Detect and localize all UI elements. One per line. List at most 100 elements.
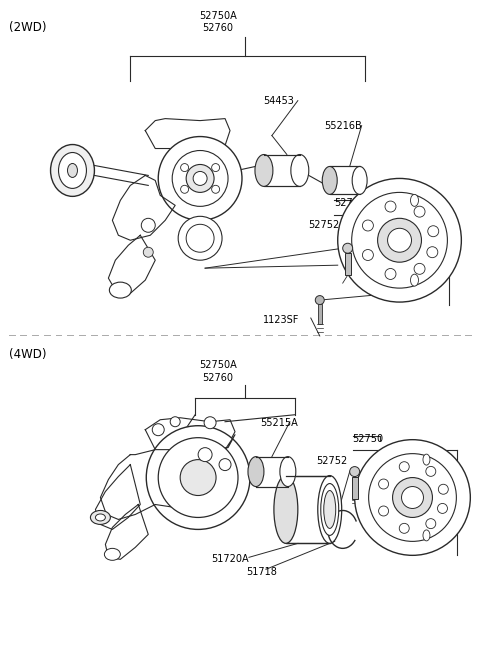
Text: (4WD): (4WD) [9, 348, 46, 361]
Circle shape [355, 440, 470, 555]
Ellipse shape [50, 145, 95, 196]
Polygon shape [145, 119, 230, 149]
Circle shape [212, 185, 220, 193]
Text: 55215A: 55215A [260, 418, 298, 428]
Circle shape [204, 417, 216, 429]
Bar [256, 457, 288, 487]
Circle shape [212, 164, 220, 172]
Circle shape [402, 487, 423, 508]
Polygon shape [100, 435, 235, 519]
Text: 51720A: 51720A [211, 554, 249, 565]
Circle shape [193, 172, 207, 185]
Text: 55216B: 55216B [324, 121, 361, 130]
Text: 52730A: 52730A [334, 198, 372, 208]
Circle shape [170, 417, 180, 426]
Circle shape [146, 426, 250, 529]
Ellipse shape [322, 166, 337, 195]
Ellipse shape [280, 457, 296, 487]
Circle shape [186, 224, 214, 252]
Circle shape [198, 447, 212, 462]
Circle shape [426, 519, 436, 529]
Circle shape [362, 220, 373, 231]
Ellipse shape [96, 514, 106, 521]
Ellipse shape [410, 274, 419, 286]
Ellipse shape [321, 483, 339, 535]
Circle shape [426, 466, 436, 476]
Ellipse shape [350, 466, 360, 477]
Circle shape [393, 477, 432, 517]
Circle shape [414, 263, 425, 274]
Bar [352, 477, 358, 498]
Bar [345, 253, 351, 275]
Ellipse shape [109, 282, 132, 298]
Ellipse shape [318, 476, 342, 544]
Circle shape [387, 229, 411, 252]
Ellipse shape [324, 491, 336, 529]
Text: 52752: 52752 [316, 456, 347, 466]
Ellipse shape [354, 208, 376, 272]
Text: 52760: 52760 [202, 23, 233, 33]
Circle shape [379, 479, 389, 489]
Ellipse shape [423, 454, 430, 465]
Ellipse shape [376, 477, 385, 519]
Bar [318, 304, 322, 324]
Bar [330, 166, 360, 195]
Text: 54453: 54453 [263, 96, 294, 105]
Circle shape [158, 438, 238, 517]
Ellipse shape [410, 195, 419, 206]
Ellipse shape [274, 476, 298, 544]
Ellipse shape [423, 530, 430, 541]
Circle shape [399, 462, 409, 472]
Circle shape [427, 247, 438, 257]
Ellipse shape [343, 243, 353, 253]
Circle shape [186, 164, 214, 193]
Ellipse shape [59, 153, 86, 189]
Circle shape [369, 454, 456, 542]
Ellipse shape [68, 164, 77, 178]
Bar [264, 155, 300, 187]
Circle shape [180, 164, 189, 172]
Circle shape [152, 424, 164, 436]
Circle shape [378, 218, 421, 262]
Circle shape [414, 206, 425, 217]
Circle shape [178, 216, 222, 260]
Ellipse shape [248, 457, 264, 487]
Circle shape [158, 136, 242, 220]
Ellipse shape [255, 155, 273, 187]
Circle shape [141, 218, 155, 233]
Ellipse shape [359, 218, 371, 263]
Text: 51718: 51718 [246, 567, 277, 577]
Circle shape [338, 178, 461, 302]
Circle shape [437, 504, 447, 514]
Ellipse shape [90, 510, 110, 525]
Polygon shape [106, 504, 148, 559]
Polygon shape [112, 176, 175, 240]
Text: 52750: 52750 [353, 434, 384, 443]
Ellipse shape [315, 295, 324, 305]
Polygon shape [145, 418, 235, 449]
Circle shape [362, 250, 373, 261]
Text: 52750A: 52750A [199, 360, 237, 370]
Text: 52760: 52760 [202, 373, 233, 383]
Circle shape [144, 247, 153, 257]
Ellipse shape [371, 466, 391, 529]
Circle shape [385, 201, 396, 212]
Circle shape [172, 151, 228, 206]
Polygon shape [108, 235, 155, 295]
Circle shape [438, 484, 448, 495]
Circle shape [219, 458, 231, 470]
Ellipse shape [104, 548, 120, 560]
Circle shape [180, 460, 216, 496]
Ellipse shape [291, 155, 309, 187]
Text: (2WD): (2WD) [9, 21, 46, 34]
Text: 1123SF: 1123SF [263, 315, 299, 325]
Circle shape [180, 185, 189, 193]
Text: 52752: 52752 [308, 220, 339, 231]
Circle shape [399, 523, 409, 533]
Ellipse shape [352, 166, 367, 195]
Circle shape [352, 193, 447, 288]
Bar [286, 476, 330, 544]
Circle shape [428, 226, 439, 236]
Polygon shape [96, 464, 140, 529]
Circle shape [379, 506, 389, 516]
